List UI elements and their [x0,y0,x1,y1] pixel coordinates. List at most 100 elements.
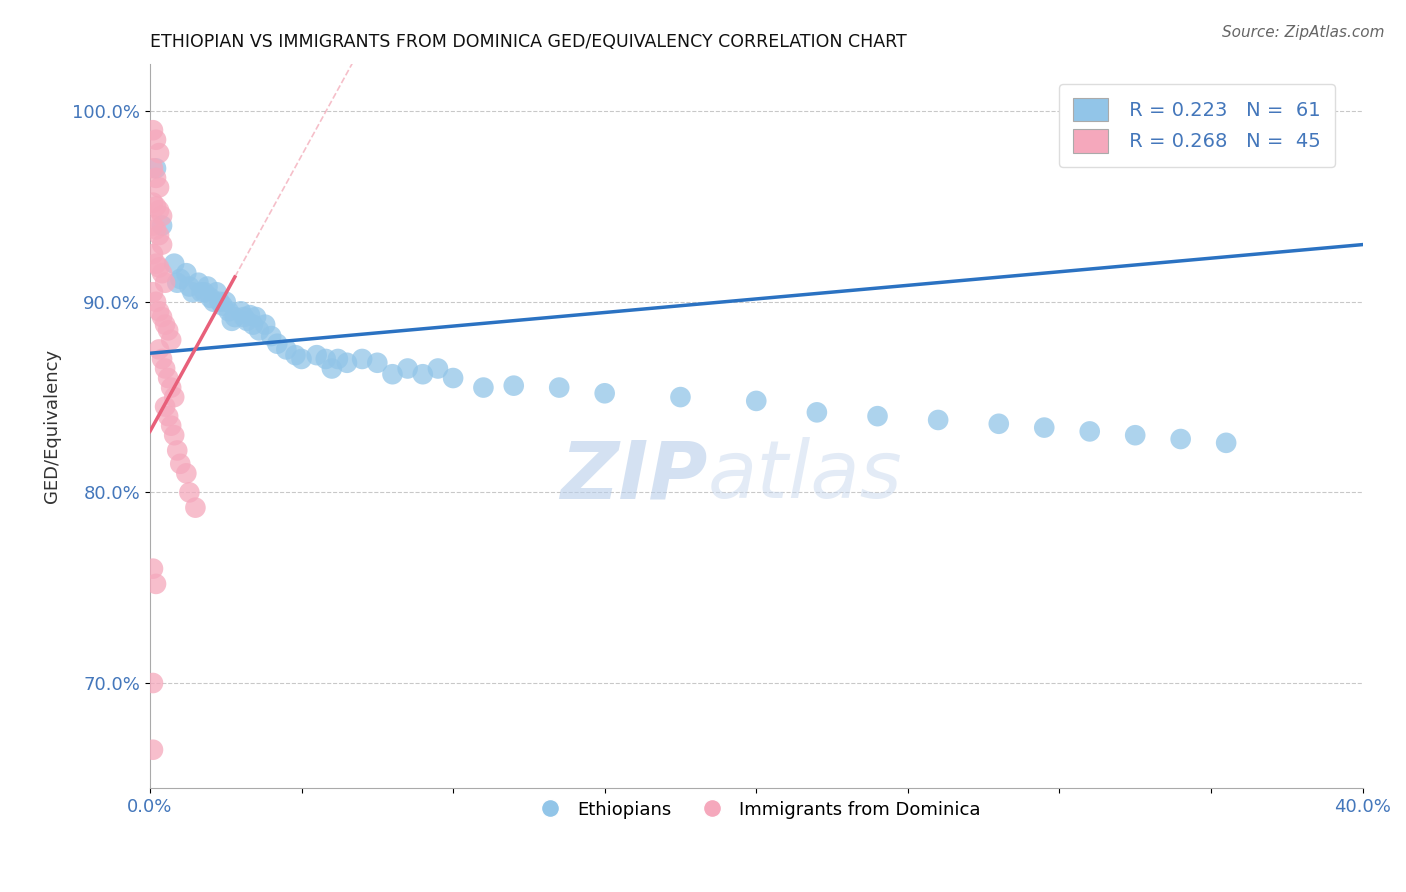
Text: Source: ZipAtlas.com: Source: ZipAtlas.com [1222,25,1385,40]
Point [745,393,768,408]
Point [336,356,359,370]
Point [153,400,176,414]
Point [215,294,238,309]
Point [142,743,165,757]
Point [193,285,215,300]
Point [927,413,949,427]
Point [142,676,165,690]
Point [202,294,225,309]
Point [321,361,343,376]
Point [150,209,173,223]
Y-axis label: GED/Equivalency: GED/Equivalency [44,349,60,503]
Point [290,351,312,366]
Point [254,318,277,332]
Point [806,405,828,419]
Point [218,304,240,318]
Point [266,336,288,351]
Point [150,219,173,233]
Point [142,219,165,233]
Point [150,237,173,252]
Text: ZIP: ZIP [561,437,707,516]
Point [441,371,464,385]
Point [148,180,170,194]
Point [236,314,259,328]
Point [176,266,198,280]
Point [163,428,186,442]
Point [176,467,198,481]
Point [142,247,165,261]
Point [142,195,165,210]
Point [232,310,254,324]
Point [1123,428,1146,442]
Point [472,380,495,394]
Point [1215,435,1237,450]
Point [145,133,167,147]
Point [242,318,264,332]
Point [669,390,692,404]
Point [166,443,188,458]
Point [224,310,246,324]
Point [1170,432,1192,446]
Point [200,291,222,305]
Point [181,285,204,300]
Point [145,577,167,591]
Point [211,299,233,313]
Point [148,228,170,243]
Point [396,361,419,376]
Point [187,276,209,290]
Point [366,356,388,370]
Point [157,371,180,385]
Point [352,351,374,366]
Point [163,257,186,271]
Point [426,361,449,376]
Point [153,276,176,290]
Point [987,417,1010,431]
Point [145,161,167,176]
Point [1033,420,1056,434]
Point [239,308,262,322]
Point [148,203,170,218]
Point [245,310,267,324]
Point [190,285,212,300]
Point [150,266,173,280]
Point [247,323,270,337]
Text: atlas: atlas [707,437,903,516]
Point [153,318,176,332]
Point [157,323,180,337]
Point [160,418,183,433]
Point [184,500,207,515]
Point [142,161,165,176]
Point [148,146,170,161]
Point [1078,425,1101,439]
Legend: Ethiopians, Immigrants from Dominica: Ethiopians, Immigrants from Dominica [526,794,987,826]
Point [221,314,243,328]
Point [145,294,167,309]
Point [150,351,173,366]
Point [145,222,167,236]
Point [229,304,252,318]
Point [153,361,176,376]
Text: ETHIOPIAN VS IMMIGRANTS FROM DOMINICA GED/EQUIVALENCY CORRELATION CHART: ETHIOPIAN VS IMMIGRANTS FROM DOMINICA GE… [150,33,907,51]
Point [148,304,170,318]
Point [284,348,307,362]
Point [315,351,337,366]
Point [145,199,167,213]
Point [145,257,167,271]
Point [260,329,283,343]
Point [163,390,186,404]
Point [197,279,219,293]
Point [142,562,165,576]
Point [150,310,173,324]
Point [208,294,231,309]
Point [502,378,524,392]
Point [160,380,183,394]
Point [145,170,167,185]
Point [179,485,201,500]
Point [593,386,616,401]
Point [205,285,228,300]
Point [381,368,404,382]
Point [160,333,183,347]
Point [148,260,170,275]
Point [276,343,298,357]
Point [305,348,328,362]
